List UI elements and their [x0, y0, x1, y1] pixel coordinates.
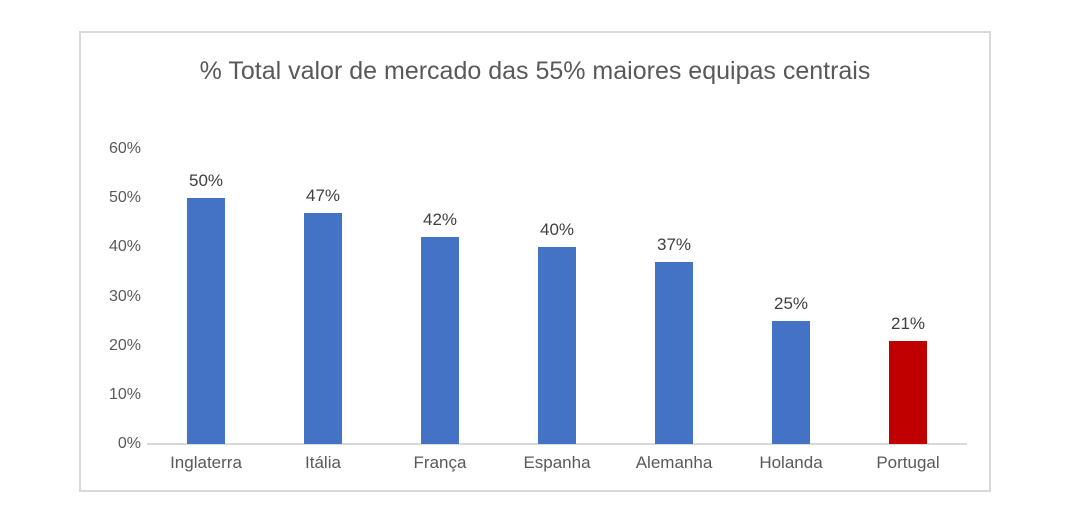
x-axis-category-label-portugal: Portugal [876, 453, 940, 472]
y-axis-tick-label: 60% [108, 140, 141, 157]
x-axis-category-label-inglaterra: Inglaterra [170, 453, 242, 472]
bar-alemanha [655, 262, 693, 444]
value-label-holanda: 25% [773, 294, 809, 313]
chart-title: % Total valor de mercado das 55% maiores… [81, 53, 989, 90]
y-axis-tick-label: 50% [108, 189, 141, 207]
y-axis-tick-label: 30% [108, 287, 141, 305]
chart-card: % Total valor de mercado das 55% maiores… [79, 31, 991, 492]
y-axis-tick-label: 20% [108, 336, 141, 354]
x-axis-category-label-espanha: Espanha [523, 453, 591, 472]
y-axis-tick-label: 10% [108, 385, 141, 403]
chart-title-text: % Total valor de mercado das 55% maiores… [199, 57, 871, 85]
plot-area: 0% 10% 20% 30% 40% 50% 60% 50% Inglaterra 47% Itá… [81, 33, 989, 490]
value-label-franca: 42% [422, 210, 458, 229]
x-axis-line [147, 443, 967, 445]
bar-italia [304, 213, 342, 444]
value-label-portugal: 21% [890, 314, 926, 333]
value-label-inglaterra: 50% [188, 171, 224, 190]
bar-espanha [538, 247, 576, 444]
x-axis-category-label-italia: Itália [305, 453, 341, 472]
x-axis-category-label-franca: França [413, 453, 467, 472]
bar-portugal [889, 341, 927, 444]
x-axis-category-label-holanda: Holanda [759, 453, 823, 472]
y-axis-tick-label: 0% [117, 435, 141, 452]
x-axis-category-label-alemanha: Alemanha [635, 453, 713, 472]
value-label-espanha: 40% [539, 220, 575, 239]
bar-inglaterra [187, 198, 225, 444]
y-axis-tick-label: 40% [108, 238, 141, 256]
value-label-alemanha: 37% [656, 235, 692, 254]
bar-franca [421, 237, 459, 444]
value-label-italia: 47% [305, 186, 341, 205]
bar-holanda [772, 321, 810, 444]
